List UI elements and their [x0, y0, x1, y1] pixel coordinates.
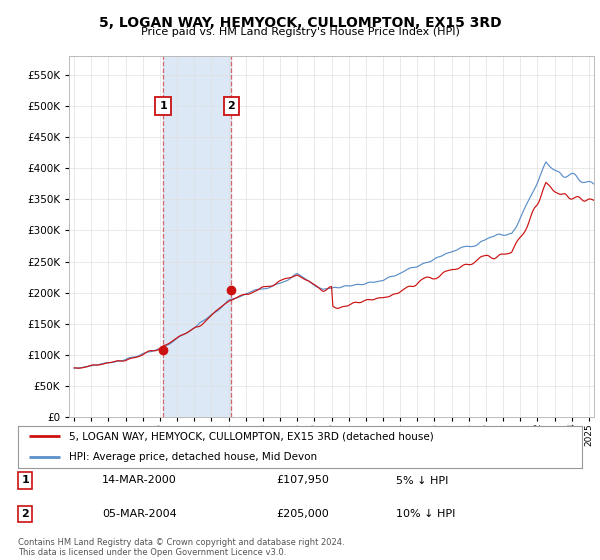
Text: 2: 2 — [22, 509, 29, 519]
Text: 05-MAR-2004: 05-MAR-2004 — [102, 509, 177, 519]
Text: 2: 2 — [227, 101, 235, 111]
Text: 1: 1 — [160, 101, 167, 111]
Bar — [163, 56, 232, 417]
Text: 10% ↓ HPI: 10% ↓ HPI — [396, 509, 455, 519]
Text: Price paid vs. HM Land Registry's House Price Index (HPI): Price paid vs. HM Land Registry's House … — [140, 27, 460, 37]
Text: 14-MAR-2000: 14-MAR-2000 — [102, 475, 177, 486]
Text: Contains HM Land Registry data © Crown copyright and database right 2024.
This d: Contains HM Land Registry data © Crown c… — [18, 538, 344, 557]
Text: 1: 1 — [22, 475, 29, 486]
Text: 5, LOGAN WAY, HEMYOCK, CULLOMPTON, EX15 3RD: 5, LOGAN WAY, HEMYOCK, CULLOMPTON, EX15 … — [98, 16, 502, 30]
Text: £205,000: £205,000 — [276, 509, 329, 519]
Text: 5% ↓ HPI: 5% ↓ HPI — [396, 475, 448, 486]
Text: 5, LOGAN WAY, HEMYOCK, CULLOMPTON, EX15 3RD (detached house): 5, LOGAN WAY, HEMYOCK, CULLOMPTON, EX15 … — [69, 431, 434, 441]
Text: £107,950: £107,950 — [276, 475, 329, 486]
Text: HPI: Average price, detached house, Mid Devon: HPI: Average price, detached house, Mid … — [69, 452, 317, 462]
